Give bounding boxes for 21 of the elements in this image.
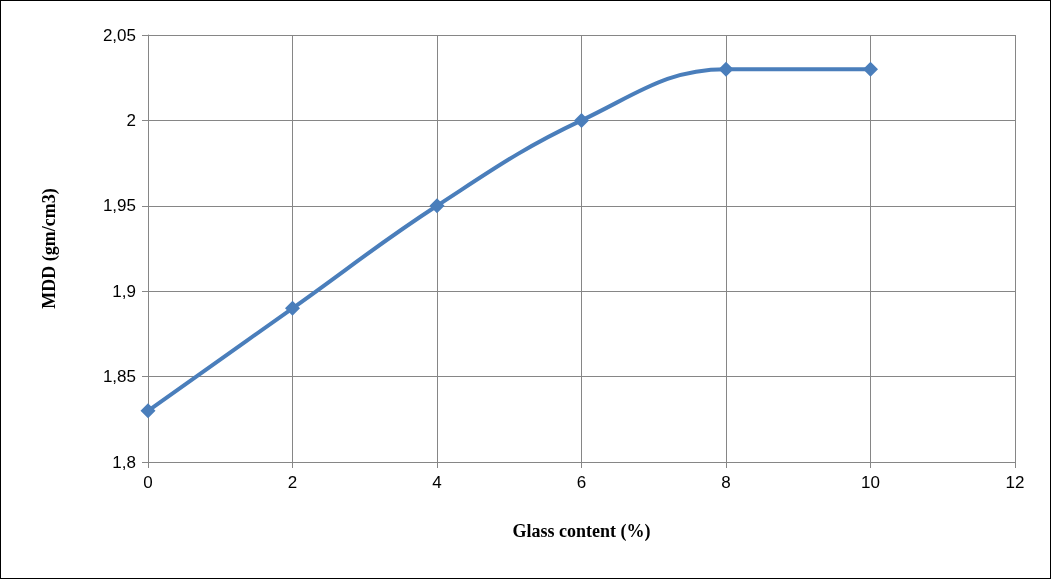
x-tick-label: 4 (432, 473, 442, 492)
y-tick-label: 1,85 (102, 367, 136, 387)
point (429, 198, 445, 214)
y-tick-label: 2,05 (102, 25, 136, 45)
point (863, 61, 878, 77)
y-axis-title: MDD (gm/cm3) (39, 188, 60, 309)
x-tick-label: 8 (721, 473, 731, 492)
y-tick-label: 1,9 (112, 281, 136, 301)
y-tick-label: 2 (126, 110, 136, 130)
point (285, 300, 300, 316)
point (574, 112, 589, 128)
x-tick-label: 10 (861, 473, 880, 492)
x-tick-label: 2 (287, 473, 298, 492)
x-tick-label: 12 (1005, 473, 1025, 492)
x-tick-label: 0 (143, 473, 153, 492)
y-tick-label: 1,8 (112, 452, 136, 472)
point (140, 403, 156, 419)
y-tick-label: 1,95 (102, 196, 136, 216)
point (718, 61, 734, 77)
x-tick-label: 6 (576, 473, 587, 492)
x-axis-title: Glass content (%) (512, 521, 651, 542)
